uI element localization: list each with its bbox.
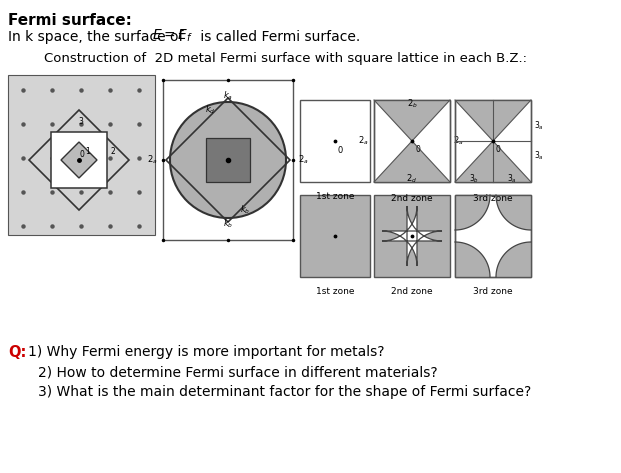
Bar bbox=[206, 138, 250, 182]
Polygon shape bbox=[382, 206, 442, 266]
Text: Fermi surface:: Fermi surface: bbox=[8, 13, 132, 28]
Text: 0: 0 bbox=[415, 145, 420, 154]
Bar bbox=[51, 132, 107, 188]
Text: 3rd zone: 3rd zone bbox=[473, 194, 513, 203]
Polygon shape bbox=[496, 195, 531, 230]
Bar bbox=[455, 100, 531, 182]
Text: $k_b$: $k_b$ bbox=[223, 218, 233, 230]
Text: $3_a$: $3_a$ bbox=[534, 120, 544, 132]
Text: 3: 3 bbox=[79, 117, 83, 126]
Text: 2: 2 bbox=[111, 148, 116, 157]
Text: 3) What is the main determinant factor for the shape of Fermi surface?: 3) What is the main determinant factor f… bbox=[38, 385, 531, 399]
Bar bbox=[455, 100, 531, 182]
Text: $2_a$: $2_a$ bbox=[147, 154, 158, 166]
Bar bbox=[455, 195, 531, 277]
Text: 2nd zone: 2nd zone bbox=[391, 287, 433, 296]
Text: $2_a$: $2_a$ bbox=[298, 154, 309, 166]
Bar bbox=[374, 195, 450, 277]
Text: 1st zone: 1st zone bbox=[315, 192, 354, 201]
Text: 1: 1 bbox=[86, 147, 91, 156]
Bar bbox=[300, 195, 370, 277]
Text: $k_a$: $k_a$ bbox=[223, 90, 233, 103]
Text: 1) Why Fermi energy is more important for metals?: 1) Why Fermi energy is more important fo… bbox=[28, 345, 384, 359]
Text: 0: 0 bbox=[338, 146, 343, 155]
Text: 2nd zone: 2nd zone bbox=[391, 194, 433, 203]
Text: is called Fermi surface.: is called Fermi surface. bbox=[196, 30, 360, 44]
Polygon shape bbox=[455, 100, 493, 141]
Polygon shape bbox=[61, 142, 97, 178]
Bar bbox=[374, 100, 450, 182]
Text: 0: 0 bbox=[80, 150, 85, 159]
Text: 3rd zone: 3rd zone bbox=[473, 287, 513, 296]
Text: $2_b$: $2_b$ bbox=[407, 97, 417, 110]
Text: $3_a$: $3_a$ bbox=[534, 150, 544, 162]
Bar bbox=[163, 80, 293, 240]
Text: $3_a$: $3_a$ bbox=[507, 173, 517, 185]
Bar bbox=[374, 100, 450, 182]
Polygon shape bbox=[455, 141, 493, 182]
Text: 2) How to determine Fermi surface in different materials?: 2) How to determine Fermi surface in dif… bbox=[38, 365, 438, 379]
Polygon shape bbox=[455, 242, 490, 277]
Text: $E = E_f$: $E = E_f$ bbox=[152, 28, 193, 44]
Polygon shape bbox=[493, 141, 531, 182]
Text: $3_b$: $3_b$ bbox=[469, 173, 479, 185]
Text: $2_a$: $2_a$ bbox=[358, 135, 369, 147]
Polygon shape bbox=[493, 100, 531, 141]
Text: Construction of  2D metal Fermi surface with square lattice in each B.Z.:: Construction of 2D metal Fermi surface w… bbox=[44, 52, 527, 65]
Polygon shape bbox=[374, 100, 450, 141]
Text: $k_d$: $k_d$ bbox=[206, 104, 216, 116]
Text: In k space, the surface of: In k space, the surface of bbox=[8, 30, 188, 44]
Polygon shape bbox=[496, 242, 531, 277]
Bar bbox=[8, 75, 155, 235]
Circle shape bbox=[170, 102, 286, 218]
Polygon shape bbox=[374, 141, 450, 182]
Text: 0: 0 bbox=[496, 145, 501, 154]
Bar bbox=[455, 195, 531, 277]
Text: Q:: Q: bbox=[8, 345, 26, 360]
Polygon shape bbox=[455, 195, 490, 230]
Text: $k_b$: $k_b$ bbox=[240, 204, 250, 216]
Text: $2_d$: $2_d$ bbox=[406, 173, 417, 185]
Text: $2_a$: $2_a$ bbox=[453, 135, 464, 147]
Text: 1st zone: 1st zone bbox=[315, 287, 354, 296]
Bar bbox=[300, 100, 370, 182]
